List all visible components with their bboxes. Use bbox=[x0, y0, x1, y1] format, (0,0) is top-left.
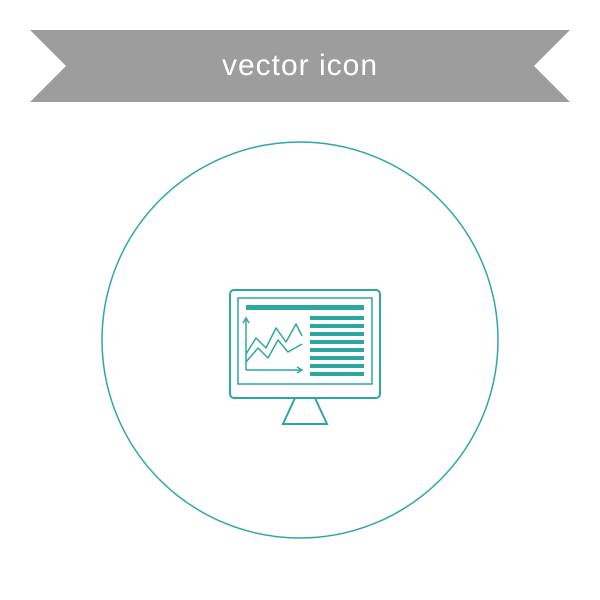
title-banner: vector icon bbox=[30, 30, 570, 102]
icon-container bbox=[100, 140, 500, 540]
banner-label: vector icon bbox=[222, 49, 378, 83]
monitor-analytics-icon bbox=[100, 140, 500, 540]
